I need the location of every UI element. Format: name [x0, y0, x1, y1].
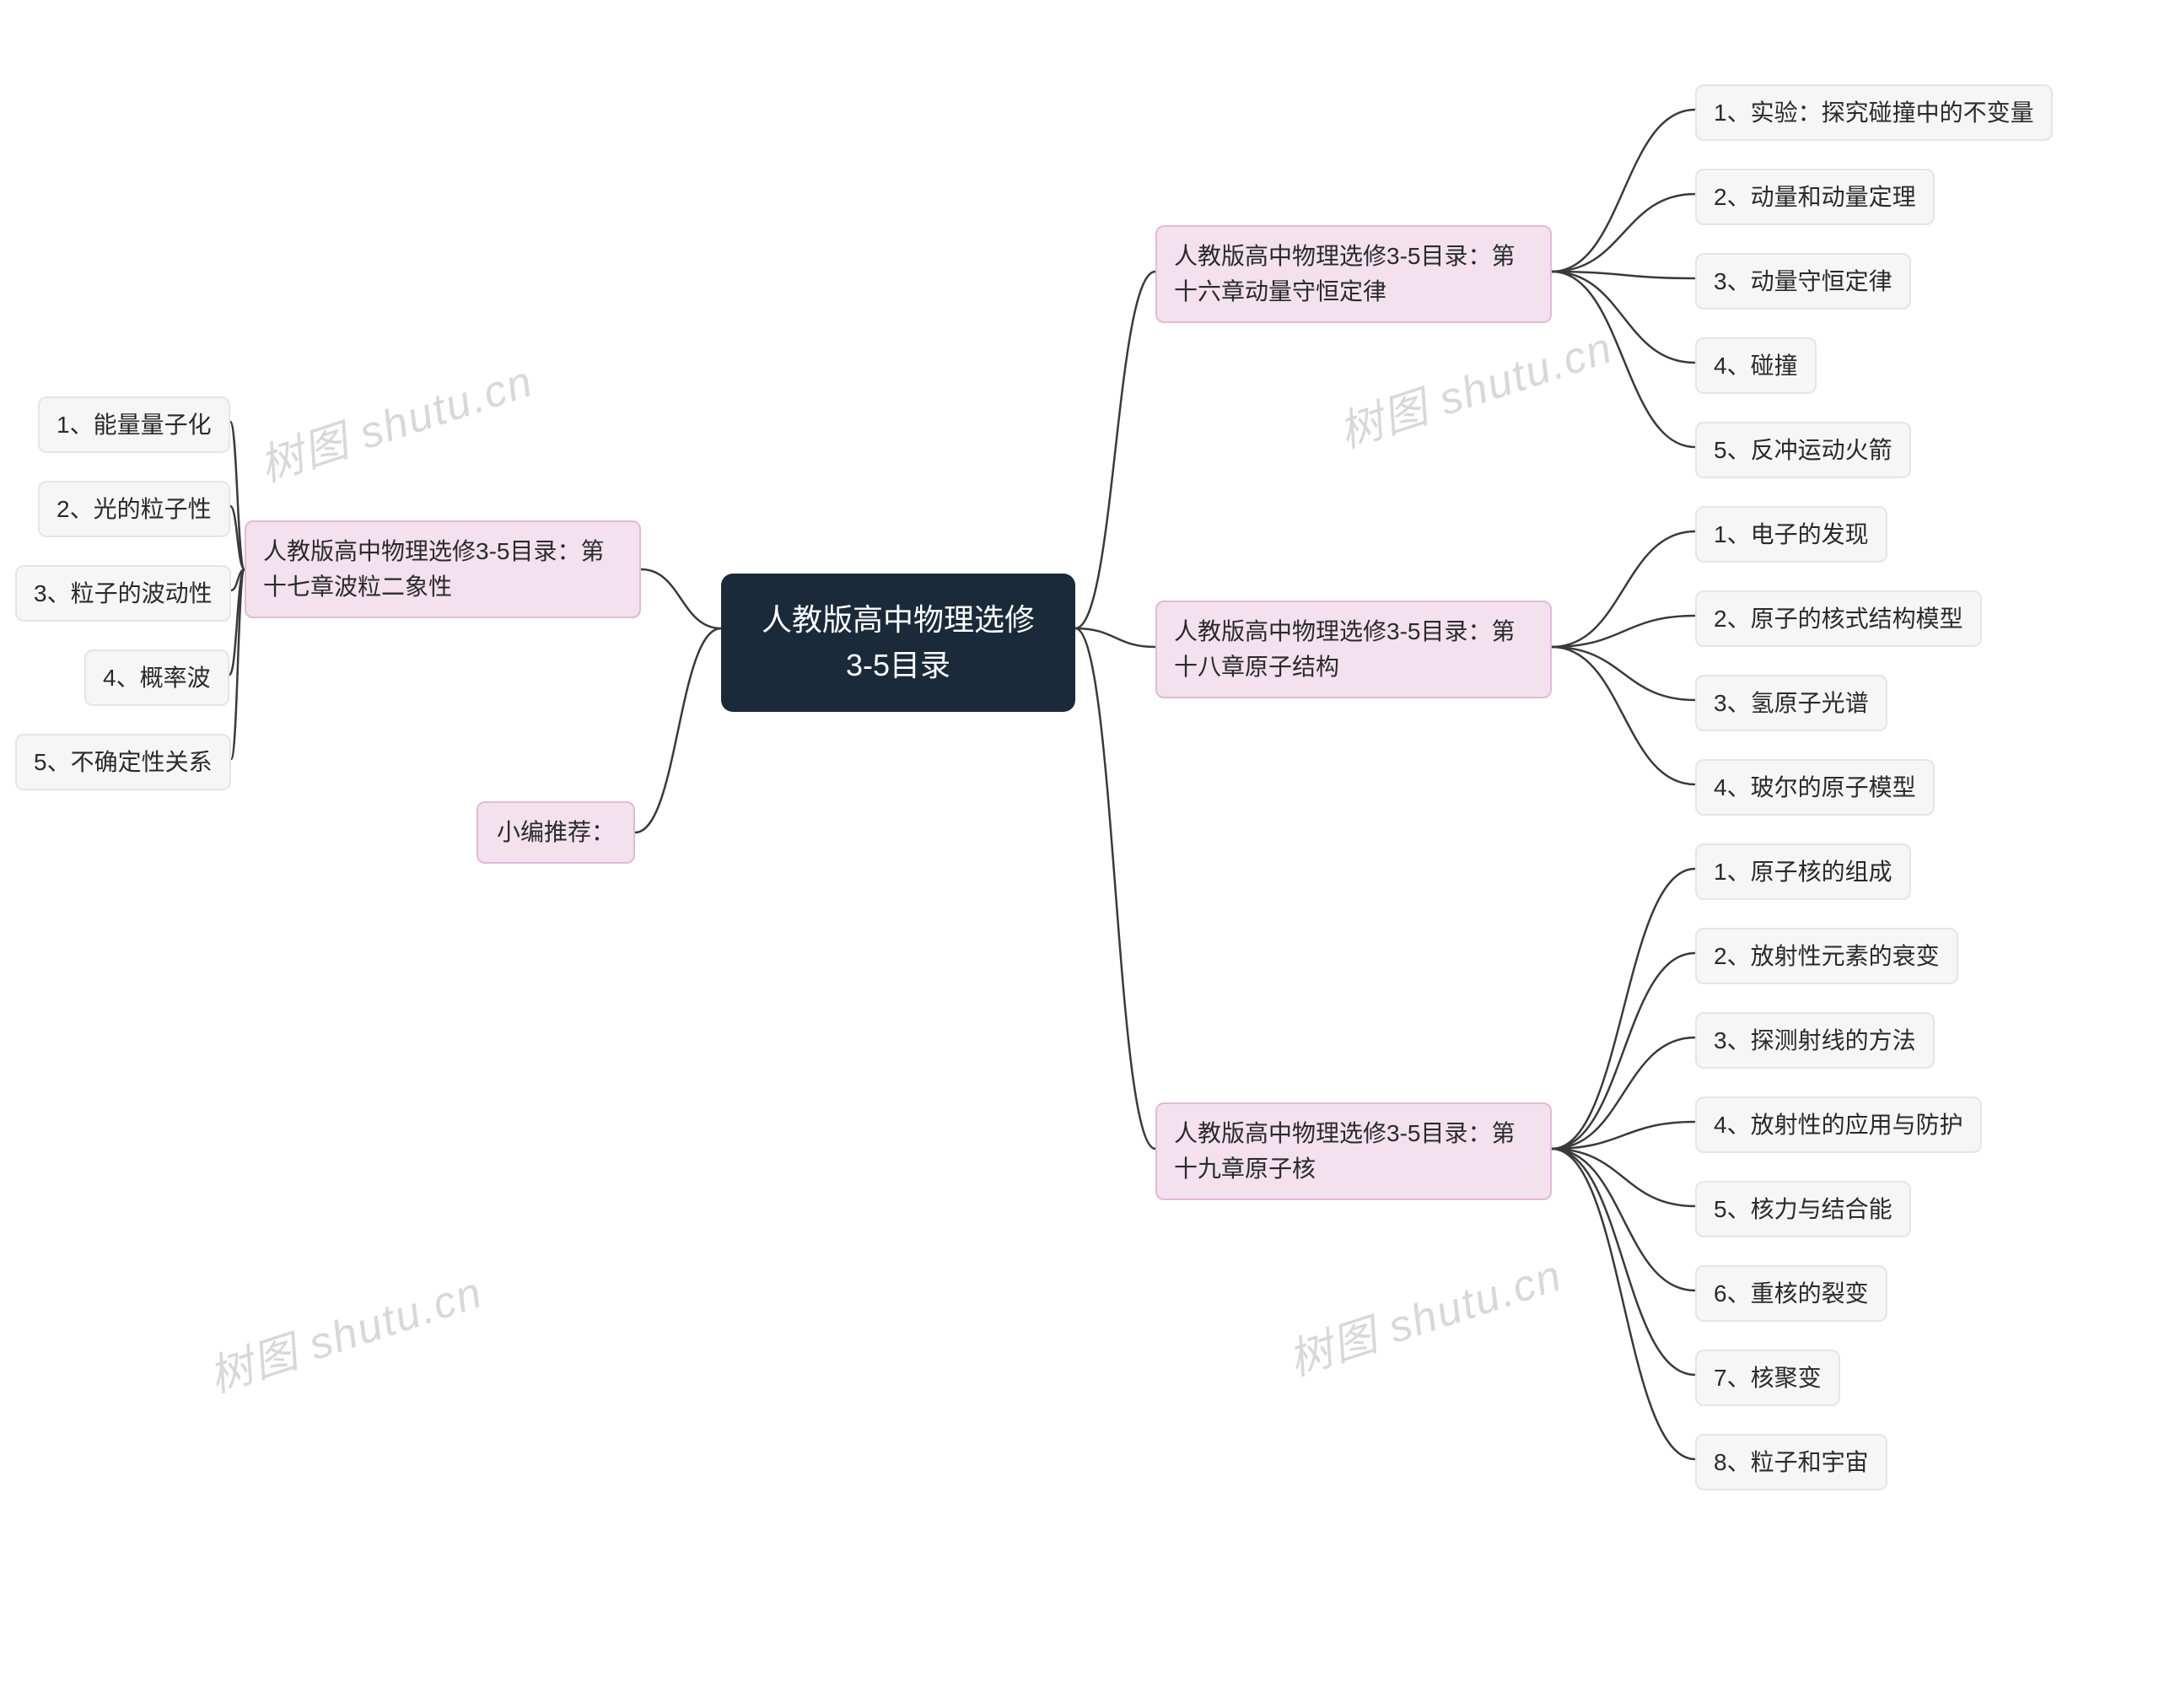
leaf-node: 3、粒子的波动性 [15, 565, 231, 622]
leaf-node: 5、反冲运动火箭 [1695, 422, 1911, 478]
leaf-node: 2、放射性元素的衰变 [1695, 928, 1958, 984]
leaf-node: 7、核聚变 [1695, 1350, 1840, 1406]
leaf-node: 1、电子的发现 [1695, 506, 1887, 563]
branch-node-right: 人教版高中物理选修3-5目录：第十六章动量守恒定律 [1155, 225, 1552, 323]
leaf-node: 1、实验：探究碰撞中的不变量 [1695, 84, 2053, 141]
leaf-node: 4、碰撞 [1695, 337, 1817, 394]
branch-node-right: 人教版高中物理选修3-5目录：第十九章原子核 [1155, 1102, 1552, 1200]
leaf-node: 4、放射性的应用与防护 [1695, 1096, 1982, 1153]
leaf-node: 2、动量和动量定理 [1695, 169, 1935, 225]
leaf-node: 4、概率波 [84, 649, 229, 706]
leaf-node: 3、探测射线的方法 [1695, 1012, 1935, 1069]
root-node: 人教版高中物理选修3-5目录 [721, 574, 1075, 712]
branch-node-right: 人教版高中物理选修3-5目录：第十八章原子结构 [1155, 601, 1552, 698]
watermark: 树图 shutu.cn [1330, 312, 1620, 460]
leaf-node: 1、能量量子化 [38, 396, 230, 453]
watermark: 树图 shutu.cn [250, 346, 541, 493]
leaf-node: 2、光的粒子性 [38, 481, 230, 537]
leaf-node: 4、玻尔的原子模型 [1695, 759, 1935, 816]
leaf-node: 3、动量守恒定律 [1695, 253, 1911, 310]
branch-node-left: 小编推荐： [476, 801, 635, 864]
leaf-node: 5、核力与结合能 [1695, 1181, 1911, 1237]
leaf-node: 5、不确定性关系 [15, 734, 231, 790]
watermark: 树图 shutu.cn [1279, 1240, 1569, 1387]
leaf-node: 1、原子核的组成 [1695, 843, 1911, 900]
leaf-node: 8、粒子和宇宙 [1695, 1434, 1887, 1490]
leaf-node: 6、重核的裂变 [1695, 1265, 1887, 1322]
watermark: 树图 shutu.cn [200, 1257, 490, 1404]
branch-node-left: 人教版高中物理选修3-5目录：第十七章波粒二象性 [245, 520, 641, 618]
leaf-node: 2、原子的核式结构模型 [1695, 590, 1982, 647]
leaf-node: 3、氢原子光谱 [1695, 675, 1887, 731]
